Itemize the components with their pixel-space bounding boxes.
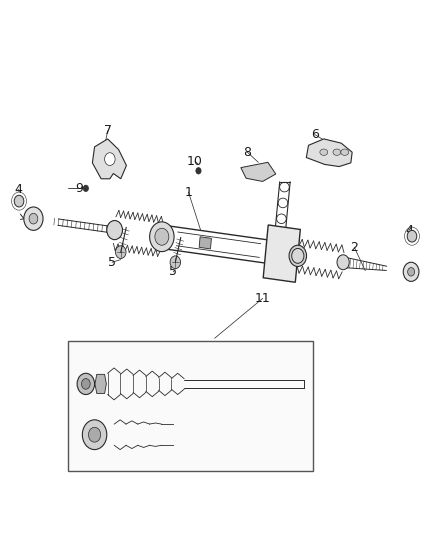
Circle shape <box>407 230 417 242</box>
Circle shape <box>77 373 95 394</box>
Ellipse shape <box>341 149 349 156</box>
Text: 5: 5 <box>108 256 116 269</box>
Text: 4: 4 <box>405 224 413 237</box>
Circle shape <box>196 167 201 174</box>
Circle shape <box>170 256 180 269</box>
Ellipse shape <box>320 149 328 156</box>
Circle shape <box>82 420 107 450</box>
Circle shape <box>14 195 24 207</box>
Text: 2: 2 <box>350 241 358 254</box>
Circle shape <box>29 213 38 224</box>
Circle shape <box>337 255 349 270</box>
Text: 7: 7 <box>104 124 112 138</box>
Text: 9: 9 <box>75 182 83 195</box>
FancyBboxPatch shape <box>68 341 313 471</box>
Polygon shape <box>92 139 127 179</box>
Circle shape <box>83 185 88 191</box>
Circle shape <box>88 427 101 442</box>
Text: 8: 8 <box>244 146 251 159</box>
Text: 6: 6 <box>311 128 319 141</box>
Circle shape <box>116 246 126 259</box>
Polygon shape <box>241 163 276 181</box>
Circle shape <box>81 378 90 389</box>
Circle shape <box>403 262 419 281</box>
Text: 5: 5 <box>169 265 177 278</box>
Text: 11: 11 <box>255 292 271 305</box>
Circle shape <box>292 248 304 263</box>
Circle shape <box>105 153 115 165</box>
Circle shape <box>289 245 307 266</box>
Circle shape <box>154 227 170 246</box>
Polygon shape <box>199 237 212 249</box>
Polygon shape <box>95 374 106 393</box>
Text: 1: 1 <box>184 185 192 199</box>
Polygon shape <box>306 139 352 166</box>
Circle shape <box>107 221 123 240</box>
Circle shape <box>24 207 43 230</box>
Text: 10: 10 <box>187 155 203 168</box>
Ellipse shape <box>333 149 341 156</box>
Circle shape <box>155 228 169 245</box>
Circle shape <box>408 268 415 276</box>
Polygon shape <box>263 225 300 282</box>
Circle shape <box>150 222 174 252</box>
Text: 4: 4 <box>14 183 22 196</box>
